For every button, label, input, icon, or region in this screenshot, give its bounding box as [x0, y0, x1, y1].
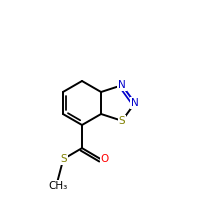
Text: CH₃: CH₃ — [48, 181, 67, 191]
Text: N: N — [118, 80, 126, 90]
Text: N: N — [131, 98, 139, 108]
Text: S: S — [119, 116, 125, 126]
Text: S: S — [60, 154, 67, 164]
Text: O: O — [101, 154, 109, 164]
